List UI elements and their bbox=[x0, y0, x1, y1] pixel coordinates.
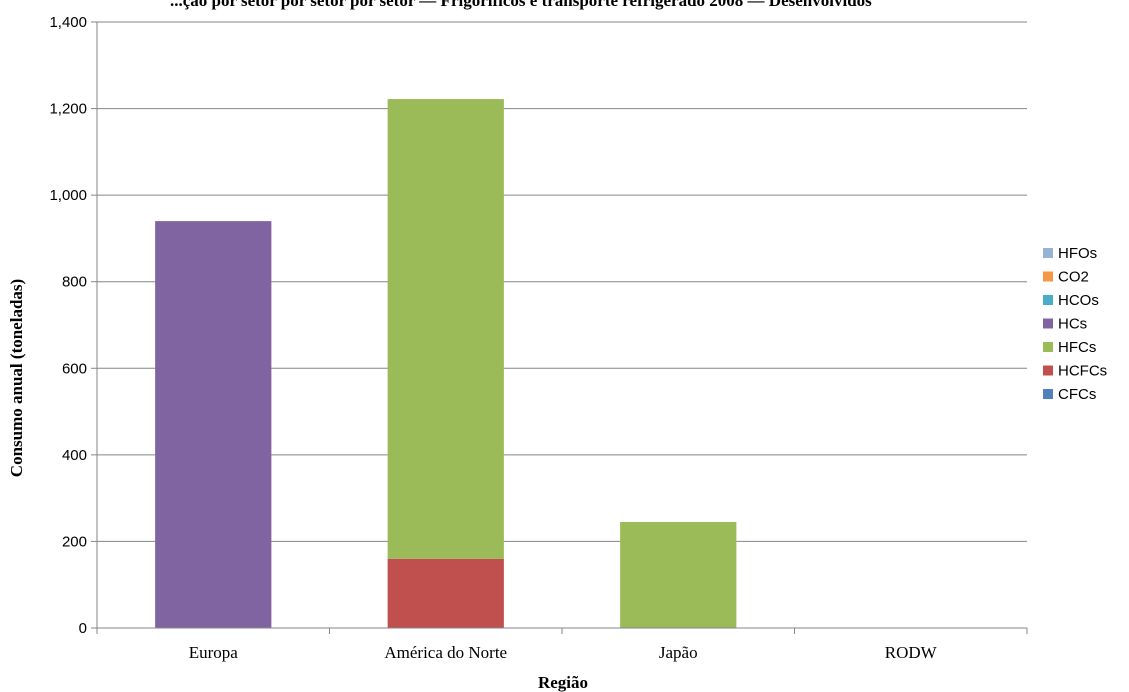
y-axis-title: Consumo anual (toneladas) bbox=[7, 279, 26, 477]
bar-segment bbox=[155, 221, 272, 628]
y-tick-label: 800 bbox=[62, 274, 87, 291]
legend-swatch bbox=[1043, 271, 1053, 282]
legend-label: HCOs bbox=[1058, 292, 1099, 309]
x-tick-labels: Europa América do Norte Japão RODW bbox=[189, 643, 938, 662]
legend-swatch bbox=[1043, 248, 1053, 258]
legend-label: HFCs bbox=[1058, 339, 1096, 356]
legend-swatch bbox=[1043, 295, 1053, 305]
legend-label: CO2 bbox=[1058, 269, 1089, 286]
x-tick-label: RODW bbox=[885, 643, 938, 662]
y-tick-labels: 0 200 400 600 800 1,000 1,200 1,400 bbox=[49, 14, 87, 637]
bar-segment bbox=[387, 558, 504, 628]
legend-swatch bbox=[1043, 389, 1053, 399]
y-tick-label: 1,200 bbox=[49, 101, 87, 118]
x-tick-label: Japão bbox=[659, 643, 698, 662]
legend-swatch bbox=[1043, 318, 1053, 329]
legend-swatch bbox=[1043, 365, 1053, 376]
bar-segment bbox=[620, 521, 737, 628]
y-tick-label: 1,400 bbox=[49, 14, 87, 31]
x-tick-label: América do Norte bbox=[384, 643, 507, 662]
y-tick-label: 0 bbox=[79, 620, 87, 637]
y-tick-label: 200 bbox=[62, 533, 87, 550]
x-tick-label: Europa bbox=[189, 643, 239, 662]
chart-title: ...ção por setor por setor por setor — F… bbox=[170, 0, 872, 10]
y-tick-label: 600 bbox=[62, 360, 87, 377]
y-tick-label: 1,000 bbox=[49, 187, 87, 204]
legend-swatch bbox=[1043, 342, 1053, 352]
bars-group bbox=[155, 99, 737, 628]
legend-label: HFOs bbox=[1058, 245, 1097, 262]
legend-label: HCs bbox=[1058, 316, 1087, 333]
y-tick-label: 400 bbox=[62, 447, 87, 464]
axes-group bbox=[96, 22, 1027, 629]
x-axis-title: Região bbox=[538, 673, 588, 692]
legend-label: CFCs bbox=[1058, 386, 1096, 403]
legend-label: HCFCs bbox=[1058, 363, 1107, 380]
bar-segment bbox=[387, 99, 504, 559]
legend: HFOs CO2 HCOs HCs HFCs HCFCs CFCs bbox=[1043, 245, 1107, 403]
